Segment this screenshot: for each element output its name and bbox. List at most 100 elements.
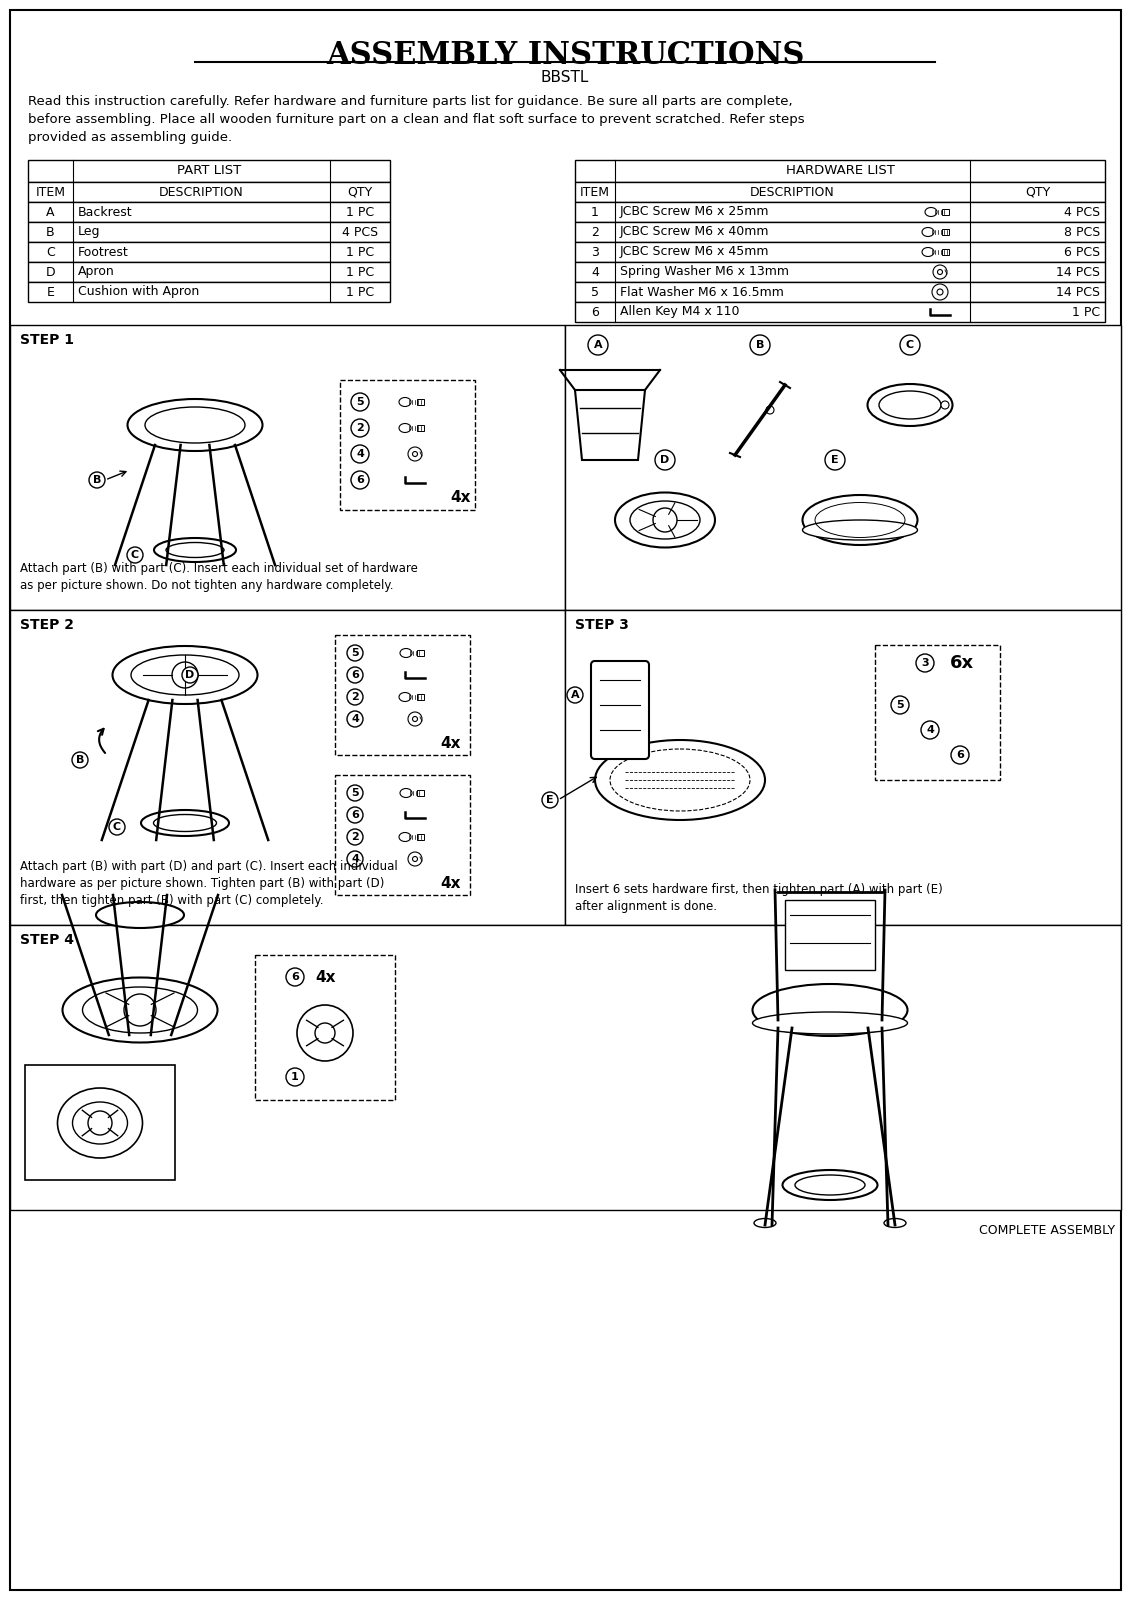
Text: JCBC Screw M6 x 40mm: JCBC Screw M6 x 40mm <box>620 226 769 238</box>
Text: 14 PCS: 14 PCS <box>1056 266 1100 278</box>
Text: QTY: QTY <box>347 186 372 198</box>
Text: C: C <box>131 550 139 560</box>
Text: ITEM: ITEM <box>35 186 66 198</box>
FancyBboxPatch shape <box>417 694 424 701</box>
Text: 4x: 4x <box>440 736 460 750</box>
Text: 2: 2 <box>351 832 359 842</box>
FancyBboxPatch shape <box>417 398 424 405</box>
Text: STEP 2: STEP 2 <box>20 618 74 632</box>
FancyBboxPatch shape <box>417 650 424 656</box>
Circle shape <box>567 686 582 702</box>
Ellipse shape <box>399 832 411 842</box>
Ellipse shape <box>399 397 411 406</box>
Text: 4 PCS: 4 PCS <box>1064 205 1100 219</box>
Text: Cushion with Apron: Cushion with Apron <box>78 285 199 299</box>
Text: 1 PC: 1 PC <box>346 245 374 259</box>
Circle shape <box>941 402 949 410</box>
Text: Spring Washer M6 x 13mm: Spring Washer M6 x 13mm <box>620 266 789 278</box>
Text: 6 PCS: 6 PCS <box>1064 245 1100 259</box>
Circle shape <box>413 717 417 722</box>
FancyBboxPatch shape <box>28 160 390 182</box>
Ellipse shape <box>62 978 217 1043</box>
Circle shape <box>936 290 943 294</box>
FancyBboxPatch shape <box>942 210 949 214</box>
Circle shape <box>72 752 88 768</box>
Circle shape <box>933 266 947 278</box>
Text: A: A <box>46 205 54 219</box>
Circle shape <box>297 1005 353 1061</box>
Text: E: E <box>46 285 54 299</box>
Circle shape <box>172 662 198 688</box>
Circle shape <box>408 851 422 866</box>
Circle shape <box>542 792 558 808</box>
Ellipse shape <box>128 398 262 451</box>
FancyBboxPatch shape <box>417 426 424 430</box>
Text: 6: 6 <box>956 750 964 760</box>
FancyBboxPatch shape <box>942 250 949 254</box>
FancyBboxPatch shape <box>575 282 1105 302</box>
FancyBboxPatch shape <box>28 242 390 262</box>
Text: C: C <box>46 245 55 259</box>
Text: 1: 1 <box>592 205 599 219</box>
Text: Read this instruction carefully. Refer hardware and furniture parts list for gui: Read this instruction carefully. Refer h… <box>28 94 804 144</box>
Circle shape <box>653 509 677 531</box>
Text: 1 PC: 1 PC <box>346 266 374 278</box>
Text: Attach part (B) with part (D) and part (C). Insert each individual
hardware as p: Attach part (B) with part (D) and part (… <box>20 861 398 907</box>
Ellipse shape <box>783 1170 878 1200</box>
Circle shape <box>655 450 675 470</box>
FancyBboxPatch shape <box>10 10 1121 1590</box>
Circle shape <box>413 856 417 861</box>
Circle shape <box>127 547 143 563</box>
Ellipse shape <box>141 810 228 835</box>
Text: JCBC Screw M6 x 25mm: JCBC Screw M6 x 25mm <box>620 205 769 219</box>
FancyBboxPatch shape <box>340 379 475 510</box>
Ellipse shape <box>400 789 412 797</box>
Circle shape <box>921 722 939 739</box>
Text: 6x: 6x <box>950 654 974 672</box>
Text: 2: 2 <box>351 691 359 702</box>
Text: Backrest: Backrest <box>78 205 132 219</box>
Circle shape <box>347 667 363 683</box>
FancyBboxPatch shape <box>942 229 949 235</box>
FancyBboxPatch shape <box>10 925 1121 1210</box>
Ellipse shape <box>925 208 936 216</box>
Text: 4: 4 <box>356 450 364 459</box>
Ellipse shape <box>922 227 934 237</box>
Ellipse shape <box>166 542 224 557</box>
Text: ASSEMBLY INSTRUCTIONS: ASSEMBLY INSTRUCTIONS <box>326 40 804 70</box>
Circle shape <box>938 269 942 275</box>
Ellipse shape <box>884 1219 906 1227</box>
Ellipse shape <box>754 1219 776 1227</box>
Text: 6: 6 <box>356 475 364 485</box>
Text: 1: 1 <box>291 1072 299 1082</box>
Text: JCBC Screw M6 x 45mm: JCBC Screw M6 x 45mm <box>620 245 769 259</box>
FancyBboxPatch shape <box>575 222 1105 242</box>
FancyBboxPatch shape <box>566 610 1121 925</box>
Ellipse shape <box>615 493 715 547</box>
Text: D: D <box>661 454 670 466</box>
Text: DESCRIPTION: DESCRIPTION <box>159 186 244 198</box>
FancyBboxPatch shape <box>25 1066 175 1181</box>
Ellipse shape <box>752 1013 907 1034</box>
Text: 4: 4 <box>351 714 359 723</box>
Ellipse shape <box>803 494 917 546</box>
Circle shape <box>413 451 417 456</box>
Text: B: B <box>93 475 101 485</box>
Circle shape <box>932 285 948 301</box>
Ellipse shape <box>867 384 952 426</box>
FancyBboxPatch shape <box>335 635 470 755</box>
Text: A: A <box>571 690 579 701</box>
Text: C: C <box>113 822 121 832</box>
Circle shape <box>351 419 369 437</box>
Text: D: D <box>45 266 55 278</box>
Text: 8 PCS: 8 PCS <box>1064 226 1100 238</box>
FancyBboxPatch shape <box>335 774 470 894</box>
Ellipse shape <box>154 814 216 832</box>
Text: 1 PC: 1 PC <box>346 285 374 299</box>
Circle shape <box>916 654 934 672</box>
Text: A: A <box>594 341 603 350</box>
Text: Attach part (B) with part (C). Insert each individual set of hardware
as per pic: Attach part (B) with part (C). Insert ea… <box>20 562 417 592</box>
FancyBboxPatch shape <box>417 834 424 840</box>
Circle shape <box>351 394 369 411</box>
FancyBboxPatch shape <box>592 661 649 758</box>
